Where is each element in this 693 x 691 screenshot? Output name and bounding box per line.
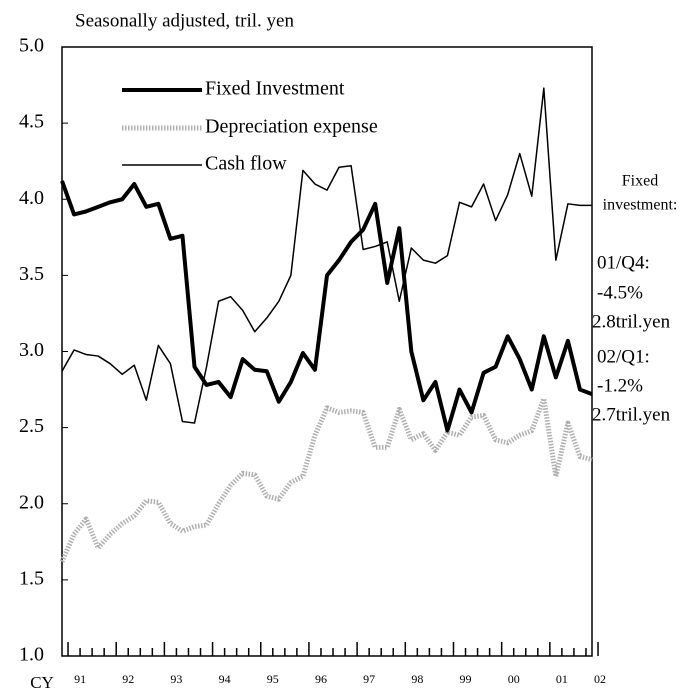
plot-frame: [61, 46, 593, 657]
x-tick-label: 02: [594, 672, 606, 686]
x-tick-label: 92: [122, 672, 134, 686]
x-axis-label: CY: [30, 673, 54, 691]
x-tick-label: 00: [508, 672, 520, 686]
y-tick-label: 5.0: [19, 35, 44, 57]
series-line: [60, 180, 593, 433]
annotation: 2.7tril.yen: [592, 404, 671, 425]
x-tick-label: 93: [170, 672, 182, 686]
x-tick-label: 98: [411, 672, 423, 686]
annotation: 02/Q1:: [597, 346, 650, 367]
y-tick-label: 3.0: [19, 339, 44, 361]
y-tick-label: 1.0: [19, 644, 44, 666]
annotation: -1.2%: [597, 375, 643, 396]
series-line: [61, 87, 592, 424]
y-tick-label: 2.5: [19, 415, 44, 437]
legend-label: Depreciation expense: [205, 116, 378, 138]
x-tick-label: 01: [556, 672, 568, 686]
x-tick-label: 91: [74, 672, 86, 686]
x-tick-label: 97: [363, 672, 375, 686]
x-tick-label: 94: [219, 672, 231, 686]
annotation: investment:: [603, 197, 678, 214]
legend-label: Fixed Investment: [205, 78, 345, 100]
x-tick-label: 96: [315, 672, 327, 686]
x-tick-label: 95: [267, 672, 279, 686]
y-tick-label: 2.0: [19, 491, 44, 513]
series-line: [59, 396, 593, 563]
annotation: -4.5%: [597, 282, 643, 303]
chart-subtitle: Seasonally adjusted, tril. yen: [75, 10, 294, 31]
y-tick-label: 1.5: [19, 567, 44, 589]
y-tick-label: 3.5: [19, 263, 44, 285]
legend-label: Cash flow: [205, 153, 287, 175]
annotation: 2.8tril.yen: [592, 311, 671, 332]
y-tick-label: 4.5: [19, 111, 44, 133]
y-tick-label: 4.0: [19, 187, 44, 209]
x-tick-label: 99: [460, 672, 472, 686]
annotation: 01/Q4:: [597, 252, 650, 273]
annotation: Fixed: [622, 173, 658, 190]
